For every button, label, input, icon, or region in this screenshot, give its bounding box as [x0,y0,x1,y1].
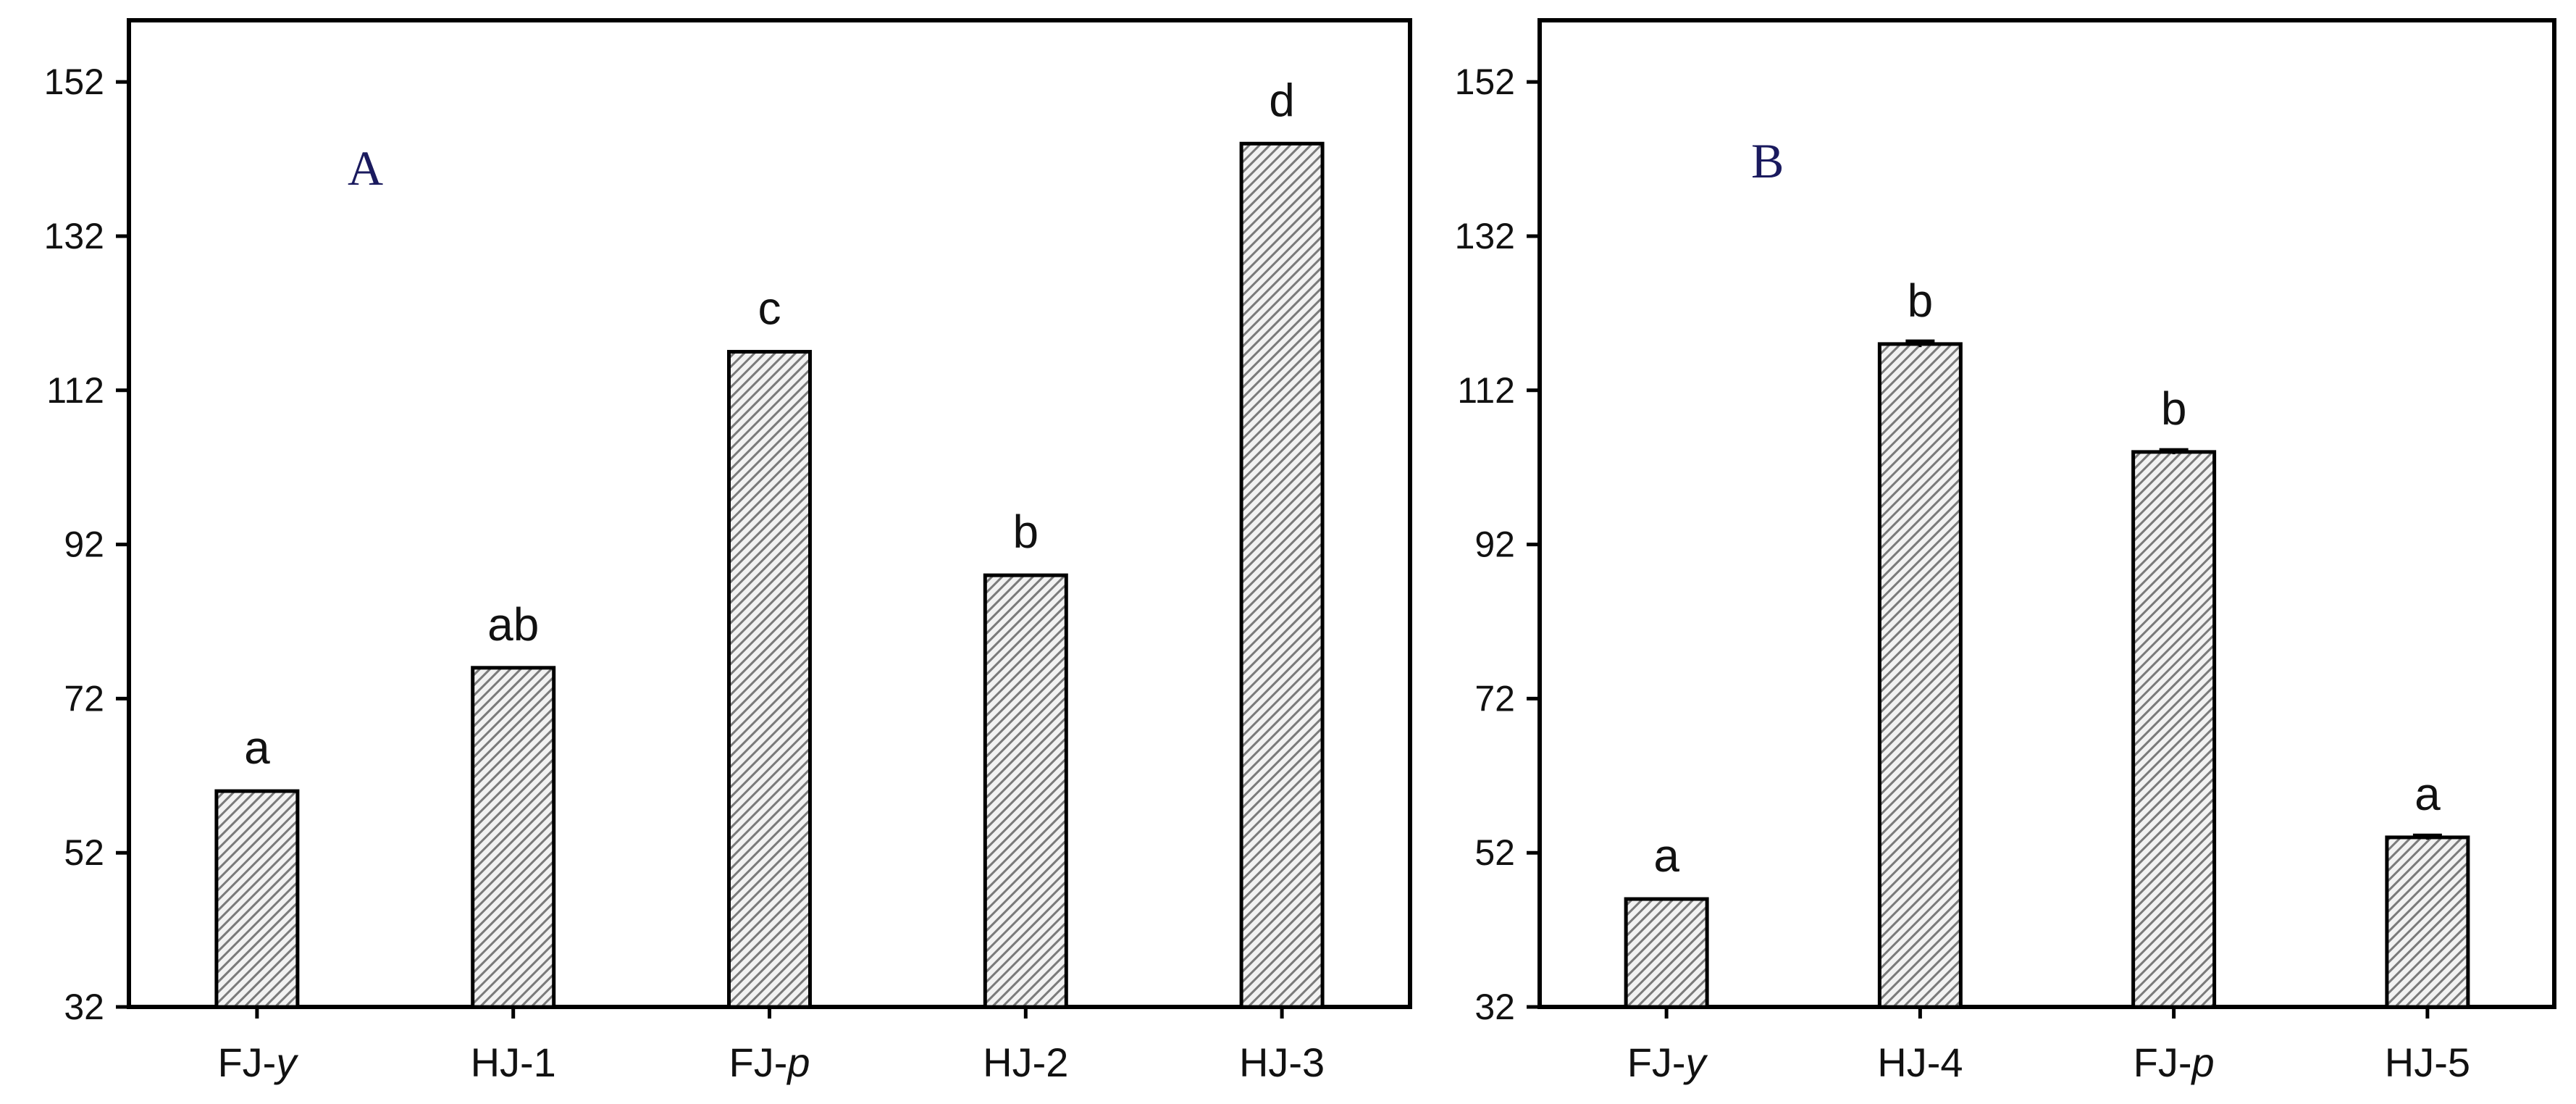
y-tick-label: 132 [1455,216,1515,256]
y-tick-label: 152 [1455,62,1515,102]
panel-label: B [1751,133,1784,188]
significance-label: b [2161,382,2187,435]
y-tick-label: 152 [44,62,104,102]
chart-panel-b: 32 52 72 92 112 132 152 Ba FJ-y b HJ-4 b FJ-p a HJ-5 [1455,18,2556,1085]
y-tick-label: 32 [1474,987,1515,1027]
y-tick-label: 32 [64,987,104,1027]
y-tick-label: 112 [46,370,104,411]
y-tick-label: 72 [1474,678,1515,719]
x-tick-label: HJ-1 [471,1040,556,1085]
bar-hj-4 [1877,342,1963,1009]
bar-fj-p [2131,450,2217,1009]
y-tick-label: 52 [1474,832,1515,873]
bar-fj-p [727,350,812,1009]
bar-hj-1 [471,666,556,1009]
panel-label: A [348,141,383,196]
significance-label: c [758,283,781,335]
y-tick-label: 112 [1457,370,1515,411]
significance-label: ab [487,598,539,651]
x-tick-label: HJ-2 [983,1040,1068,1085]
x-tick-label: FJ-y [1627,1040,1708,1085]
significance-label: d [1269,74,1295,126]
bar-fj-y [1624,897,1709,1009]
bar-hj-5 [2385,835,2470,1009]
chart-panel-a: 32 52 72 92 112 132 152 Aa FJ-y ab HJ-1 c FJ-p b HJ-2 d… [44,18,1412,1085]
y-tick-label: 92 [64,524,104,565]
y-tick-label: 72 [64,678,104,719]
plot-frame [1537,18,2556,1009]
bar-fj-y [214,789,300,1009]
x-tick-label: FJ-p [729,1040,810,1085]
y-tick-label: 132 [44,216,104,256]
x-tick-label: HJ-5 [2385,1040,2470,1085]
significance-label: a [1653,829,1679,882]
x-tick-label: HJ-4 [1877,1040,1963,1085]
bar-hj-2 [983,573,1068,1009]
significance-label: b [1908,275,1934,327]
x-tick-label: FJ-y [217,1040,298,1085]
x-tick-label: FJ-p [2134,1040,2215,1085]
significance-label: b [1013,506,1039,558]
y-tick-label: 52 [64,832,104,873]
bar-hj-3 [1239,141,1325,1009]
x-tick-label: HJ-3 [1239,1040,1325,1085]
y-tick-label: 92 [1474,524,1515,565]
significance-label: a [2415,768,2441,820]
significance-label: a [244,722,270,774]
